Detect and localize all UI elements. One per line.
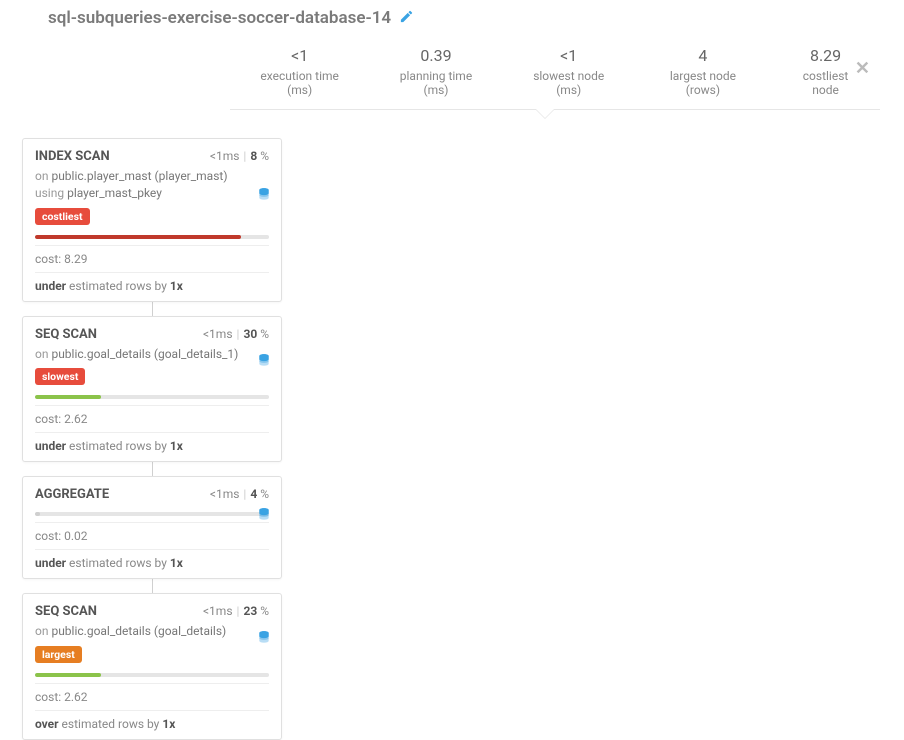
- title-text: sql-subqueries-exercise-soccer-database-…: [48, 8, 391, 28]
- node-header: AGGREGATE <1ms|4 %: [35, 487, 269, 502]
- database-icon: [257, 630, 271, 648]
- cost-value: cost: 2.62: [35, 683, 269, 704]
- node-subtitle: on public.goal_details (goal_details_1): [35, 346, 269, 363]
- node-title: SEQ SCAN: [35, 327, 97, 342]
- cost-value: cost: 0.02: [35, 522, 269, 543]
- cost-bar: [35, 673, 269, 677]
- stat-label: planning time (ms): [387, 69, 484, 97]
- stat-planning-time: 0.39 planning time (ms): [369, 46, 502, 97]
- database-icon: [257, 187, 271, 205]
- node-badge: largest: [35, 646, 82, 663]
- stat-label: costliest node: [789, 69, 862, 97]
- estimation-line: under estimated rows by 1x: [35, 549, 269, 570]
- estimation-line: under estimated rows by 1x: [35, 272, 269, 293]
- close-icon[interactable]: ✕: [855, 58, 870, 79]
- edit-icon[interactable]: [399, 9, 414, 28]
- cost-value: cost: 8.29: [35, 245, 269, 266]
- database-icon: [257, 507, 271, 525]
- node-header: SEQ SCAN <1ms|30 %: [35, 327, 269, 342]
- node-badge: slowest: [35, 368, 85, 385]
- stat-largest-node: 4 largest node (rows): [635, 46, 771, 97]
- estimation-line: over estimated rows by 1x: [35, 710, 269, 731]
- node-meta: <1ms|30 %: [203, 327, 269, 341]
- stat-label: execution time (ms): [248, 69, 351, 97]
- page-title: sql-subqueries-exercise-soccer-database-…: [0, 0, 904, 28]
- stat-value: <1: [248, 46, 351, 65]
- node-meta: <1ms|23 %: [203, 604, 269, 618]
- node-title: AGGREGATE: [35, 487, 109, 502]
- cost-bar: [35, 512, 269, 516]
- node-connector: [152, 302, 153, 316]
- node-header: INDEX SCAN <1ms|8 %: [35, 149, 269, 164]
- node-title: INDEX SCAN: [35, 149, 110, 164]
- pointer-icon: [535, 109, 555, 119]
- database-icon: [257, 353, 271, 371]
- cost-bar: [35, 235, 269, 239]
- node-meta: <1ms|4 %: [210, 487, 269, 501]
- cost-value: cost: 2.62: [35, 405, 269, 426]
- plan-node[interactable]: SEQ SCAN <1ms|23 % on public.goal_detail…: [22, 593, 282, 740]
- plan-node[interactable]: INDEX SCAN <1ms|8 % on public.player_mas…: [22, 138, 282, 302]
- stat-value: 4: [653, 46, 753, 65]
- node-meta: <1ms|8 %: [210, 149, 269, 163]
- node-connector: [152, 579, 153, 593]
- estimation-line: under estimated rows by 1x: [35, 432, 269, 453]
- stat-slowest-node: <1 slowest node (ms): [503, 46, 635, 97]
- plan-node[interactable]: AGGREGATE <1ms|4 % cost: 0.02 under esti…: [22, 476, 282, 579]
- stats-bar: <1 execution time (ms) 0.39 planning tim…: [230, 46, 880, 110]
- node-title: SEQ SCAN: [35, 604, 97, 619]
- node-header: SEQ SCAN <1ms|23 %: [35, 604, 269, 619]
- stat-value: 0.39: [387, 46, 484, 65]
- node-connector: [152, 462, 153, 476]
- cost-bar: [35, 395, 269, 399]
- plan-node[interactable]: SEQ SCAN <1ms|30 % on public.goal_detail…: [22, 316, 282, 463]
- stat-label: largest node (rows): [653, 69, 753, 97]
- node-subtitle: on public.goal_details (goal_details): [35, 623, 269, 640]
- node-badge: costliest: [35, 208, 90, 225]
- stat-value: <1: [521, 46, 617, 65]
- plan-tree: INDEX SCAN <1ms|8 % on public.player_mas…: [22, 138, 282, 740]
- stat-value: 8.29: [789, 46, 862, 65]
- node-subtitle: on public.player_mast (player_mast)using…: [35, 168, 269, 202]
- stat-label: slowest node (ms): [521, 69, 617, 97]
- stat-execution-time: <1 execution time (ms): [230, 46, 369, 97]
